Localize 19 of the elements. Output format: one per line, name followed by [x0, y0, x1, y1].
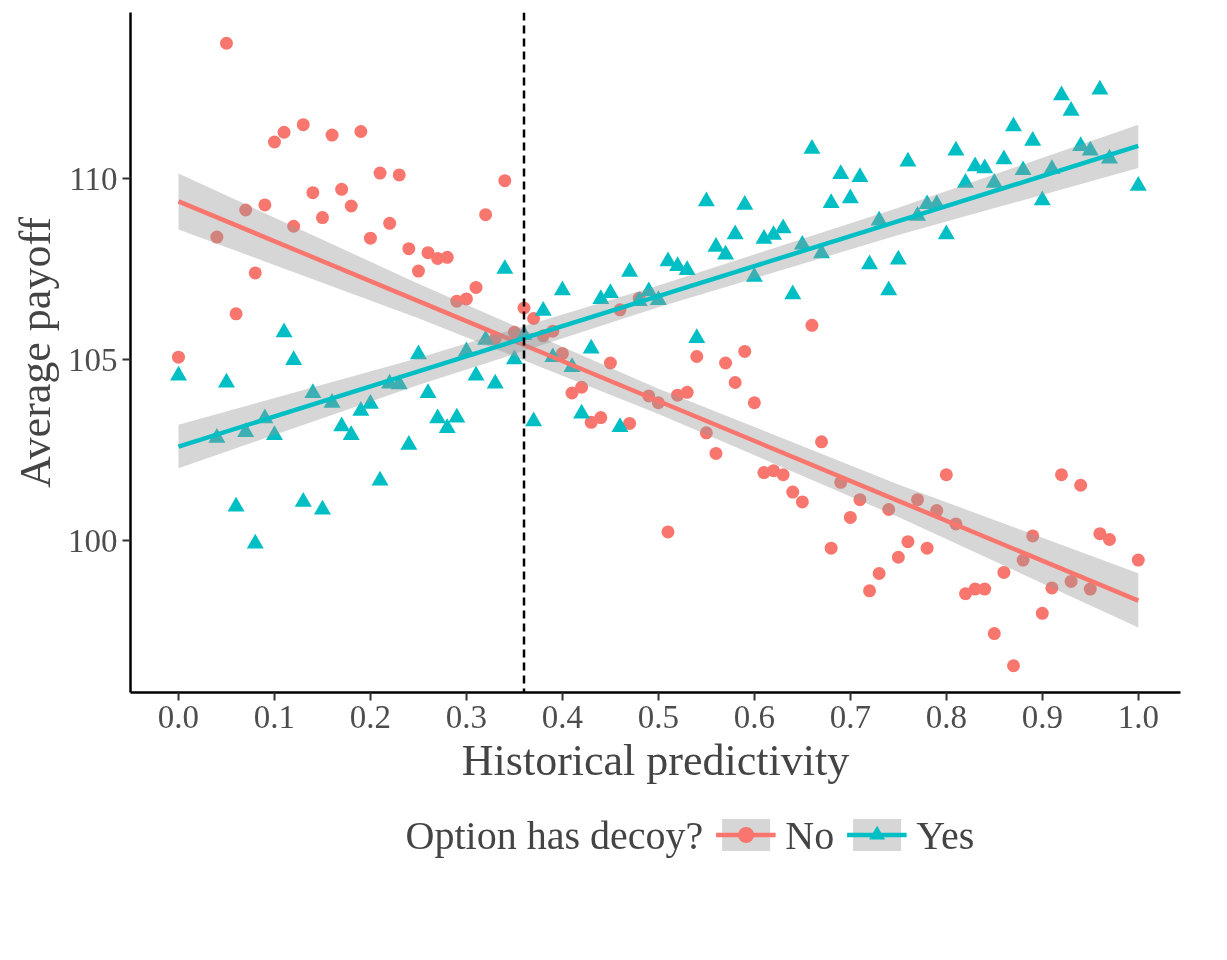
x-tick-label: 0.2 [349, 698, 392, 735]
y-tick-label: 110 [69, 160, 118, 197]
x-tick-label: 0.1 [253, 698, 296, 735]
x-tick-label: 0.3 [445, 698, 488, 735]
x-tick-label: 0.8 [925, 698, 967, 735]
x-tick-label: 1.0 [1117, 698, 1159, 735]
x-tick-label: 0.5 [637, 698, 679, 735]
legend-title: Option has decoy? [405, 811, 704, 858]
x-tick-label: 0.0 [157, 698, 200, 735]
y-axis-title: Average payoff [11, 216, 60, 488]
x-tick-label: 0.4 [541, 698, 584, 735]
y-tick-label: 105 [68, 341, 118, 378]
x-tick-label: 0.7 [829, 698, 871, 735]
x-tick-label: 0.6 [733, 698, 775, 735]
y-tick-label: 100 [68, 522, 118, 559]
legend-label: No [785, 811, 835, 858]
legend-label: Yes [916, 811, 975, 858]
x-tick-label: 0.9 [1021, 698, 1063, 735]
x-axis-title: Historical predictivity [461, 735, 850, 785]
